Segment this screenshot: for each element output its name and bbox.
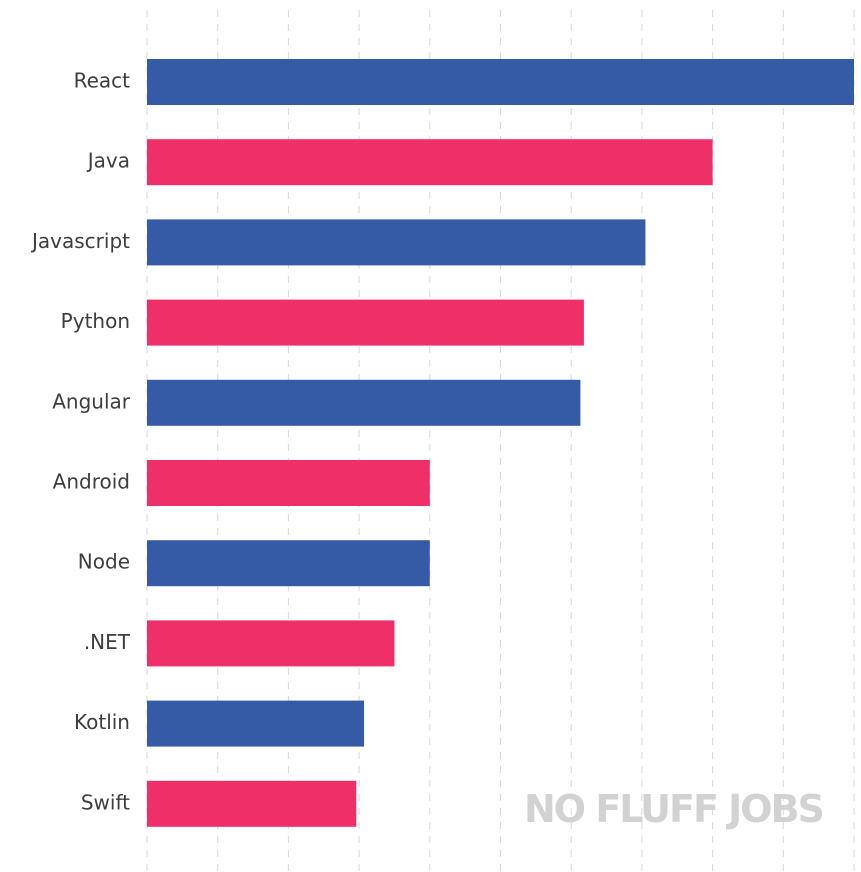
bar-javascript (147, 219, 646, 266)
bar-node (147, 540, 430, 587)
bar-kotlin (147, 700, 365, 747)
category-label: Angular (52, 389, 131, 413)
bar-swift (147, 780, 357, 827)
category-label: Android (53, 470, 130, 494)
bar-angular (147, 379, 581, 426)
bar-android (147, 460, 430, 506)
bars (147, 59, 854, 827)
bar-react (147, 59, 854, 105)
category-label: React (74, 69, 131, 93)
watermark-logo: NO FLUFF JOBS (524, 787, 823, 831)
category-label: Java (86, 149, 130, 173)
category-labels: React Java Javascript Python Angular Android N… (30, 69, 131, 815)
category-label: .NET (84, 630, 131, 654)
category-label: Javascript (30, 229, 130, 253)
category-label: Node (78, 550, 130, 574)
bar-java (147, 139, 713, 186)
bar-net (147, 620, 395, 667)
category-label: Kotlin (74, 710, 130, 734)
category-label: Python (61, 309, 130, 333)
category-label: Swift (81, 790, 130, 814)
bar-python (147, 299, 584, 346)
